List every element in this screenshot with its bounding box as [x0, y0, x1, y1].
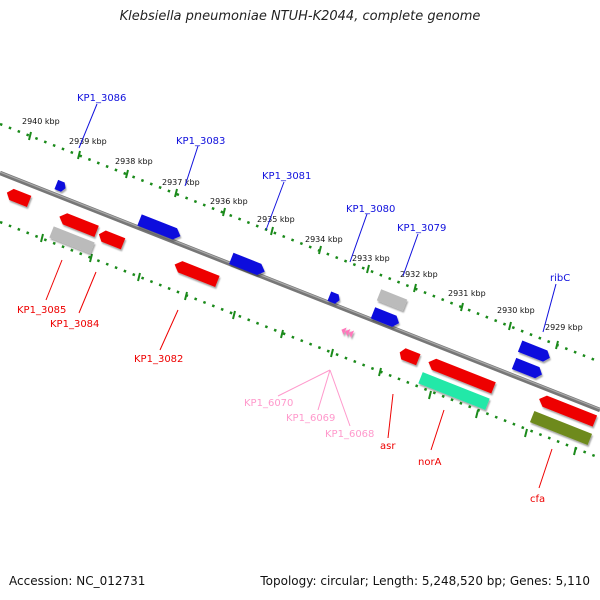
map-title: Klebsiella pneumoniae NTUH-K2044, comple… [119, 9, 481, 24]
gene-ribC-a[interactable] [517, 340, 552, 364]
gene-KP1_3086[interactable] [54, 179, 67, 193]
gene-labels: KP1_3086 KP1_3083 KP1_3081 KP1_3080 KP1_… [17, 93, 570, 505]
tick-label: 2940 kbp [22, 117, 60, 126]
kbp-labels: 2940 kbp 2939 kbp 2938 kbp 2937 kbp 2936… [22, 117, 583, 332]
gene-label: KP1_3079 [397, 223, 446, 234]
gene-label: KP1_3080 [346, 204, 395, 215]
gene-label: asr [380, 441, 396, 452]
gene-label: KP1_3083 [176, 136, 225, 147]
gene-cfa-red[interactable] [537, 393, 598, 427]
gene-KP1_3080[interactable] [327, 291, 342, 305]
gene-reverse-left[interactable] [5, 187, 32, 207]
gene-KP1_3083[interactable] [137, 214, 182, 241]
gene-label: KP1_3081 [262, 171, 311, 182]
gene-features [5, 179, 598, 445]
gene-norA-teal[interactable] [418, 372, 490, 410]
gene-label: KP1_6068 [325, 429, 374, 440]
leader-lines [45, 103, 557, 489]
gene-label: KP1_3082 [134, 354, 183, 365]
tick-label: 2937 kbp [162, 178, 200, 187]
gene-KP1_3084[interactable] [57, 211, 99, 237]
gene-KP1_3082[interactable] [172, 259, 220, 288]
genome-summary: Topology: circular; Length: 5,248,520 bp… [260, 574, 590, 588]
gene-pseudo-upper[interactable] [376, 289, 408, 311]
gene-asr[interactable] [397, 347, 421, 366]
gene-label: ribC [550, 273, 570, 284]
gene-KP1_3081[interactable] [229, 252, 267, 277]
major-ticks-upper [28, 131, 559, 350]
gene-label: cfa [530, 494, 545, 505]
gene-label: KP1_3085 [17, 305, 66, 316]
gene-KP1_3085[interactable] [49, 226, 95, 254]
tick-label: 2929 kbp [545, 323, 583, 332]
gene-cfa[interactable] [529, 411, 593, 445]
tick-label: 2935 kbp [257, 215, 295, 224]
gene-reverse-b[interactable] [97, 229, 126, 250]
gene-rna-cluster[interactable] [340, 326, 355, 338]
tick-label: 2934 kbp [305, 235, 343, 244]
tick-label: 2932 kbp [400, 270, 438, 279]
tick-label: 2930 kbp [497, 306, 535, 315]
genome-backbone [0, 170, 600, 413]
gene-label: KP1_3086 [77, 93, 126, 104]
gene-label: KP1_3084 [50, 319, 99, 330]
gene-label: KP1_6069 [286, 413, 335, 424]
tick-label: 2931 kbp [448, 289, 486, 298]
gene-label: norA [418, 457, 442, 468]
gene-label: KP1_6070 [244, 398, 293, 409]
gene-ribC[interactable] [511, 357, 544, 380]
gene-norA[interactable] [426, 357, 496, 394]
tick-label: 2936 kbp [210, 197, 248, 206]
major-ticks-lower [40, 233, 577, 456]
tick-label: 2938 kbp [115, 157, 153, 166]
accession-text: Accession: NC_012731 [9, 574, 146, 588]
tick-label: 2939 kbp [69, 137, 107, 146]
tick-label: 2933 kbp [352, 254, 390, 263]
gene-KP1_3079[interactable] [370, 307, 401, 328]
